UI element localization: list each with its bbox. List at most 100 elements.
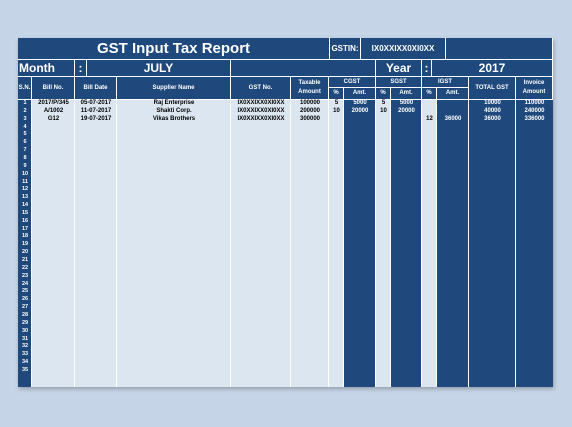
month-colon: : xyxy=(75,60,87,77)
column-igst-amt xyxy=(437,100,469,387)
year-colon: : xyxy=(422,60,432,77)
serial-number: 23 xyxy=(21,272,29,279)
row-2-gst-no[interactable]: IX0XXIXX0XI0XX xyxy=(237,108,285,114)
serial-number: 15 xyxy=(21,209,29,216)
serial-number: 4 xyxy=(23,123,27,130)
column-cgst-pct[interactable] xyxy=(329,100,344,387)
row-1-bill-date[interactable]: 05-07-2017 xyxy=(80,100,112,106)
column-sn xyxy=(18,100,32,387)
serial-number: 9 xyxy=(23,162,27,169)
row-1-cgst-amt: 5000 xyxy=(353,100,367,106)
header-cgst: CGST xyxy=(329,77,376,88)
month-label: Month xyxy=(18,60,75,77)
row-1-cgst-pct[interactable]: 5 xyxy=(334,100,339,106)
header-igst-amt: Amt. xyxy=(437,88,469,100)
header-cgst-pct: % xyxy=(329,88,344,100)
serial-number: 1 xyxy=(23,100,27,106)
serial-number: 8 xyxy=(23,154,27,161)
serial-number: 16 xyxy=(21,217,29,224)
row-2-cgst-pct[interactable]: 10 xyxy=(333,108,340,114)
serial-number: 34 xyxy=(21,359,29,366)
row-3-supplier[interactable]: Vikas Brothers xyxy=(152,116,196,122)
row-1-gst-no[interactable]: IX0XXIXX0XI0XX xyxy=(237,100,285,106)
header-bill-no: Bill No. xyxy=(32,77,75,100)
header-bill-date: Bill Date xyxy=(75,77,117,100)
row-2-invoice: 240000 xyxy=(524,108,545,114)
row-2-cgst-amt: 20000 xyxy=(351,108,369,114)
row-2-bill-date[interactable]: 11-07-2017 xyxy=(80,108,112,114)
gstin-value[interactable]: IX0XXIXX0XI0XX xyxy=(361,38,446,60)
serial-number: 3 xyxy=(23,115,27,122)
row-1-taxable[interactable]: 100000 xyxy=(299,100,321,106)
row-1-supplier[interactable]: Raj Enterprise xyxy=(153,100,195,106)
row-3-igst-amt: 36000 xyxy=(444,116,462,122)
column-igst-pct[interactable] xyxy=(422,100,437,387)
header-igst: IGST xyxy=(422,77,469,88)
header-sn: S.N. xyxy=(18,77,32,100)
row-1-total-gst: 10000 xyxy=(484,100,501,106)
row-3-igst-pct[interactable]: 12 xyxy=(426,116,433,122)
serial-number: 2 xyxy=(23,107,27,114)
row-3-gst-no[interactable]: IX0XXIXX0XI0XX xyxy=(237,116,285,122)
header-sgst: SGST xyxy=(376,77,422,88)
serial-number: 33 xyxy=(21,351,29,358)
row-1-invoice: 110000 xyxy=(524,100,545,106)
header-igst-pct: % xyxy=(422,88,437,100)
column-sgst-pct[interactable] xyxy=(376,100,391,387)
serial-number: 14 xyxy=(21,202,29,209)
serial-number: 5 xyxy=(23,131,27,138)
serial-number: 10 xyxy=(21,170,29,177)
column-sgst-amt xyxy=(391,100,422,387)
column-cgst-amt xyxy=(344,100,376,387)
column-supplier-name[interactable] xyxy=(117,100,231,387)
row-3-taxable[interactable]: 300000 xyxy=(299,116,321,122)
column-gst-no[interactable] xyxy=(231,100,291,387)
serial-number: 13 xyxy=(21,194,29,201)
serial-number: 32 xyxy=(21,343,29,350)
serial-number: 11 xyxy=(22,178,28,185)
column-bill-date[interactable] xyxy=(75,100,117,387)
header-gst-no: GST No. xyxy=(231,77,291,100)
serial-number: 35 xyxy=(21,366,29,373)
serial-number: 7 xyxy=(23,147,27,154)
column-invoice-amount xyxy=(516,100,553,387)
row-3-invoice: 336000 xyxy=(524,116,545,122)
report-title: GST Input Tax Report xyxy=(18,38,330,60)
header-invoice-amount: Invoice Amount xyxy=(516,77,553,100)
serial-number: 18 xyxy=(21,233,29,240)
serial-number: 29 xyxy=(21,319,29,326)
month-blank-cell xyxy=(231,60,376,77)
header-cgst-amt: Amt. xyxy=(344,88,376,100)
serial-number: 20 xyxy=(21,249,29,256)
column-total-gst xyxy=(469,100,516,387)
serial-number: 25 xyxy=(21,288,29,295)
row-3-bill-no[interactable]: G12 xyxy=(47,116,60,122)
row-3-total-gst: 36000 xyxy=(484,116,501,122)
column-bill-no[interactable] xyxy=(32,100,75,387)
row-2-bill-no[interactable]: A/1002 xyxy=(43,108,64,114)
header-sgst-pct: % xyxy=(376,88,391,100)
serial-number: 27 xyxy=(21,304,29,311)
gst-report-sheet: GST Input Tax Report GSTIN: IX0XXIXX0XI0… xyxy=(18,38,553,387)
serial-number: 6 xyxy=(23,139,27,146)
gstin-label: GSTIN: xyxy=(330,38,361,60)
row-3-bill-date[interactable]: 19-07-2017 xyxy=(80,116,112,122)
row-1-bill-no[interactable]: 2017/P/345 xyxy=(38,100,69,106)
serial-number: 31 xyxy=(21,335,29,342)
header-taxable-amount: Taxable Amount xyxy=(291,77,329,100)
row-2-sgst-pct[interactable]: 10 xyxy=(380,108,387,114)
serial-number: 30 xyxy=(21,327,29,334)
row-1-sgst-amt: 5000 xyxy=(399,100,414,106)
row-2-taxable[interactable]: 200000 xyxy=(299,108,321,114)
title-blank-cell xyxy=(446,38,553,60)
serial-number: 19 xyxy=(21,241,29,248)
row-1-sgst-pct[interactable]: 5 xyxy=(381,100,386,106)
serial-number: 22 xyxy=(21,264,29,271)
serial-number: 28 xyxy=(21,311,29,318)
month-value[interactable]: JULY xyxy=(87,60,231,77)
year-value[interactable]: 2017 xyxy=(432,60,553,77)
row-2-supplier[interactable]: Shakti Corp. xyxy=(156,108,192,114)
year-label: Year xyxy=(376,60,422,77)
serial-number: 21 xyxy=(21,257,29,263)
column-taxable-amount[interactable] xyxy=(291,100,329,387)
